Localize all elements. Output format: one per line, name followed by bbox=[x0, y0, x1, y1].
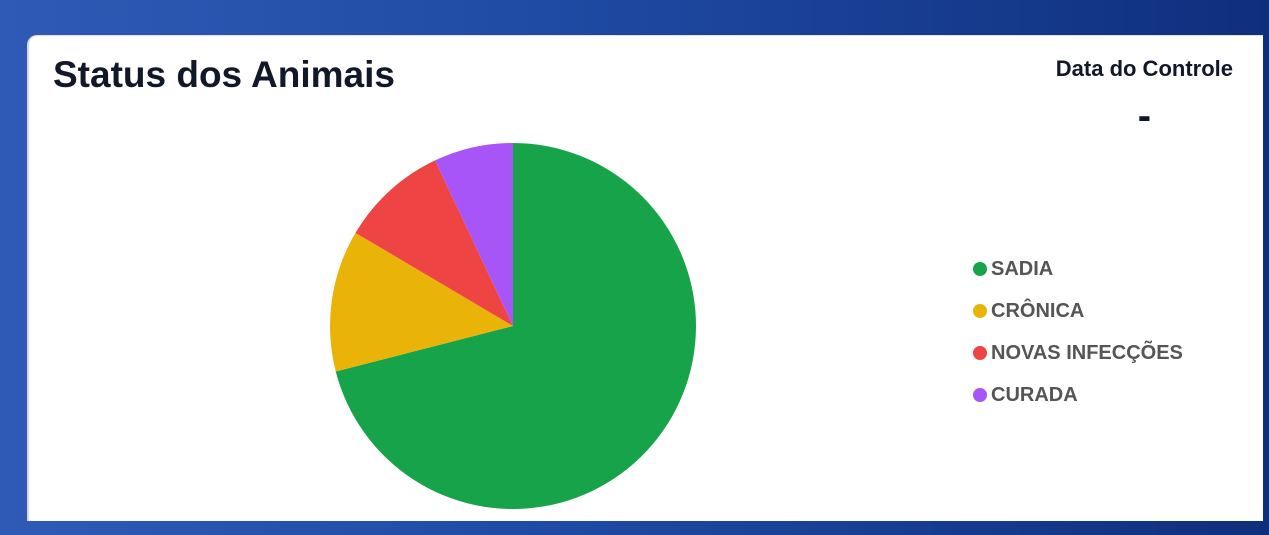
legend-label: SADIA bbox=[991, 257, 1054, 280]
legend-dot-icon bbox=[973, 262, 987, 276]
legend-item[interactable]: CRÔNICA bbox=[973, 290, 1183, 332]
legend-dot-icon bbox=[973, 346, 987, 360]
control-date: Data do Controle - bbox=[1056, 56, 1233, 136]
legend-label: NOVAS INFECÇÕES bbox=[991, 341, 1183, 364]
card-title: Status dos Animais bbox=[53, 54, 395, 95]
legend-item[interactable]: NOVAS INFECÇÕES bbox=[973, 332, 1183, 374]
legend-label: CRÔNICA bbox=[991, 299, 1085, 322]
pie-chart bbox=[330, 143, 696, 509]
pie-slice-curada[interactable] bbox=[435, 143, 513, 326]
legend-item[interactable]: SADIA bbox=[973, 248, 1183, 290]
legend-item[interactable]: CURADA bbox=[973, 374, 1183, 416]
pie-slice-sadia[interactable] bbox=[335, 143, 696, 509]
pie-slice-cr-nica[interactable] bbox=[330, 232, 513, 372]
control-date-value: - bbox=[1137, 94, 1152, 138]
legend-dot-icon bbox=[973, 304, 987, 318]
control-date-label: Data do Controle bbox=[1055, 56, 1233, 81]
legend-label: CURADA bbox=[991, 383, 1078, 406]
chart-legend: SADIA CRÔNICA NOVAS INFECÇÕES CURADA bbox=[973, 248, 1183, 416]
status-card: Status dos Animais Data do Controle - SA… bbox=[27, 35, 1263, 521]
legend-dot-icon bbox=[973, 388, 987, 402]
pie-slice-novas-infec-es[interactable] bbox=[355, 160, 513, 326]
